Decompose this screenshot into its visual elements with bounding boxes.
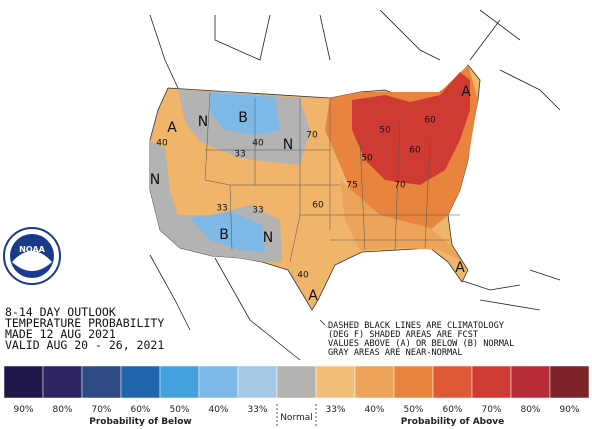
logo-text: NOAA	[19, 245, 45, 254]
legend-label: 70%	[481, 405, 501, 415]
legend-label: 40%	[364, 405, 384, 415]
legend: 90% 80% 70% 60% 50% 40% 33% 33% 40% 50% 60% 70% 80% 9…	[3, 365, 590, 428]
map-label: N	[283, 137, 293, 153]
legend-label: 50%	[403, 405, 423, 415]
map-label: B	[219, 227, 229, 243]
map-label: 40	[156, 139, 168, 149]
map-label: N	[198, 114, 208, 130]
legend-label: 50%	[169, 405, 189, 415]
map-label: 40	[252, 139, 264, 149]
map-label: N	[263, 230, 273, 246]
legend-label: 60%	[442, 405, 462, 415]
state-lines	[204, 91, 460, 263]
below-region-south	[190, 212, 265, 252]
map-labels: A N B 40 33 N 70 50 60 50 60 75 70 A 40 …	[150, 84, 471, 304]
map-label: 50	[379, 126, 391, 136]
map-label: 70	[306, 131, 318, 141]
legend-label: 40%	[208, 405, 228, 415]
header-line: 8-14 DAY OUTLOOK	[5, 305, 116, 319]
noaa-logo: NOAA	[3, 227, 61, 285]
legend-swatch	[81, 365, 122, 399]
map-label: 33	[216, 204, 227, 214]
map-label: A	[461, 84, 471, 100]
legend-label: 90%	[13, 405, 33, 415]
legend-label: 33%	[247, 405, 267, 415]
map-label: 75	[346, 181, 357, 191]
legend-swatch	[432, 365, 473, 399]
header-line: TEMPERATURE PROBABILITY	[5, 316, 164, 330]
legend-label: 70%	[91, 405, 111, 415]
map-label: 33	[234, 150, 245, 160]
legend-swatch	[315, 365, 356, 399]
map-label: B	[238, 110, 248, 126]
legend-title-below: Probability of Below	[89, 417, 192, 427]
legend-label: 80%	[520, 405, 540, 415]
map-label: 60	[424, 116, 436, 126]
legend-label: 60%	[130, 405, 150, 415]
legend-swatch	[549, 365, 590, 399]
header-line: MADE 12 AUG 2021	[5, 327, 116, 341]
map-label: N	[150, 172, 160, 188]
note-line: DASHED BLACK LINES ARE CLIMATOLOGY	[328, 321, 505, 331]
legend-swatch	[120, 365, 161, 399]
above-region-south	[340, 180, 462, 262]
legend-swatch	[198, 365, 239, 399]
below-region-north	[210, 93, 280, 135]
map-label: 60	[409, 146, 421, 156]
legend-label: 33%	[325, 405, 345, 415]
note-line: GRAY AREAS ARE NEAR-NORMAL	[328, 348, 463, 358]
map-label: 50	[361, 154, 373, 164]
map-label: 33	[252, 206, 263, 216]
map-label: 60	[312, 201, 324, 211]
map-label: A	[455, 260, 465, 276]
legend-label: 80%	[52, 405, 72, 415]
legend-title-normal: Normal	[280, 413, 313, 423]
header-line: VALID AUG 20 - 26, 2021	[5, 338, 164, 352]
legend-label: 90%	[559, 405, 579, 415]
legend-title-above: Probability of Above	[401, 417, 505, 427]
legend-swatch	[42, 365, 83, 399]
legend-swatch	[276, 365, 317, 399]
legend-note: DASHED BLACK LINES ARE CLIMATOLOGY(DEG F…	[325, 320, 583, 358]
legend-swatch	[3, 365, 44, 399]
map-label: 70	[394, 181, 406, 191]
note-line: (DEG F) SHADED AREAS ARE FCST	[328, 330, 478, 340]
note-box	[325, 320, 583, 358]
legend-swatch	[159, 365, 200, 399]
legend-swatch	[393, 365, 434, 399]
map-label: A	[167, 120, 177, 136]
above-region-strong	[352, 72, 470, 185]
legend-swatch	[510, 365, 551, 399]
legend-swatch	[354, 365, 395, 399]
legend-swatch	[471, 365, 512, 399]
map-label: A	[308, 288, 318, 304]
note-line: VALUES ABOVE (A) OR BELOW (B) NORMAL	[328, 339, 514, 349]
legend-swatch	[237, 365, 278, 399]
map-label: 40	[297, 271, 309, 281]
